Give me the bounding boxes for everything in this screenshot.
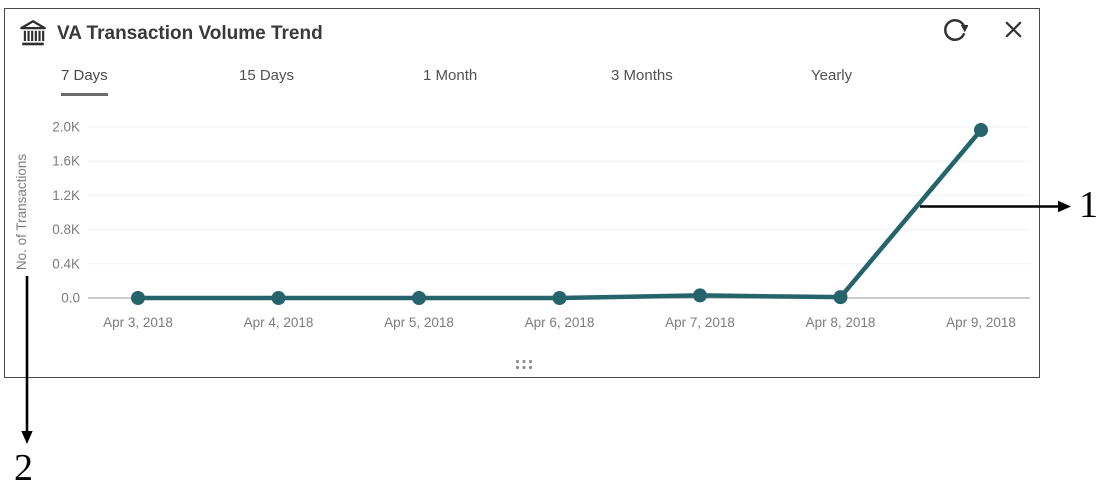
close-button[interactable] [998, 16, 1028, 46]
annotation-label-2: 2 [14, 447, 33, 489]
refresh-icon [942, 17, 969, 46]
tab-1-month[interactable]: 1 Month [423, 67, 478, 84]
tab-7-days[interactable]: 7 Days [61, 67, 108, 96]
tab-15-days[interactable]: 15 Days [239, 67, 295, 84]
tab-yearly[interactable]: Yearly [811, 67, 853, 84]
bank-icon [18, 18, 48, 48]
close-icon [1002, 18, 1025, 44]
transaction-volume-widget: VA Transaction Volume Trend 7 Days 15 Da… [4, 8, 1040, 378]
page-title: VA Transaction Volume Trend [57, 23, 323, 44]
tab-3-months[interactable]: 3 Months [611, 67, 673, 84]
drag-handle-dots-icon[interactable] [511, 357, 537, 371]
refresh-button[interactable] [940, 16, 970, 46]
annotation-label-1: 1 [1079, 184, 1098, 226]
